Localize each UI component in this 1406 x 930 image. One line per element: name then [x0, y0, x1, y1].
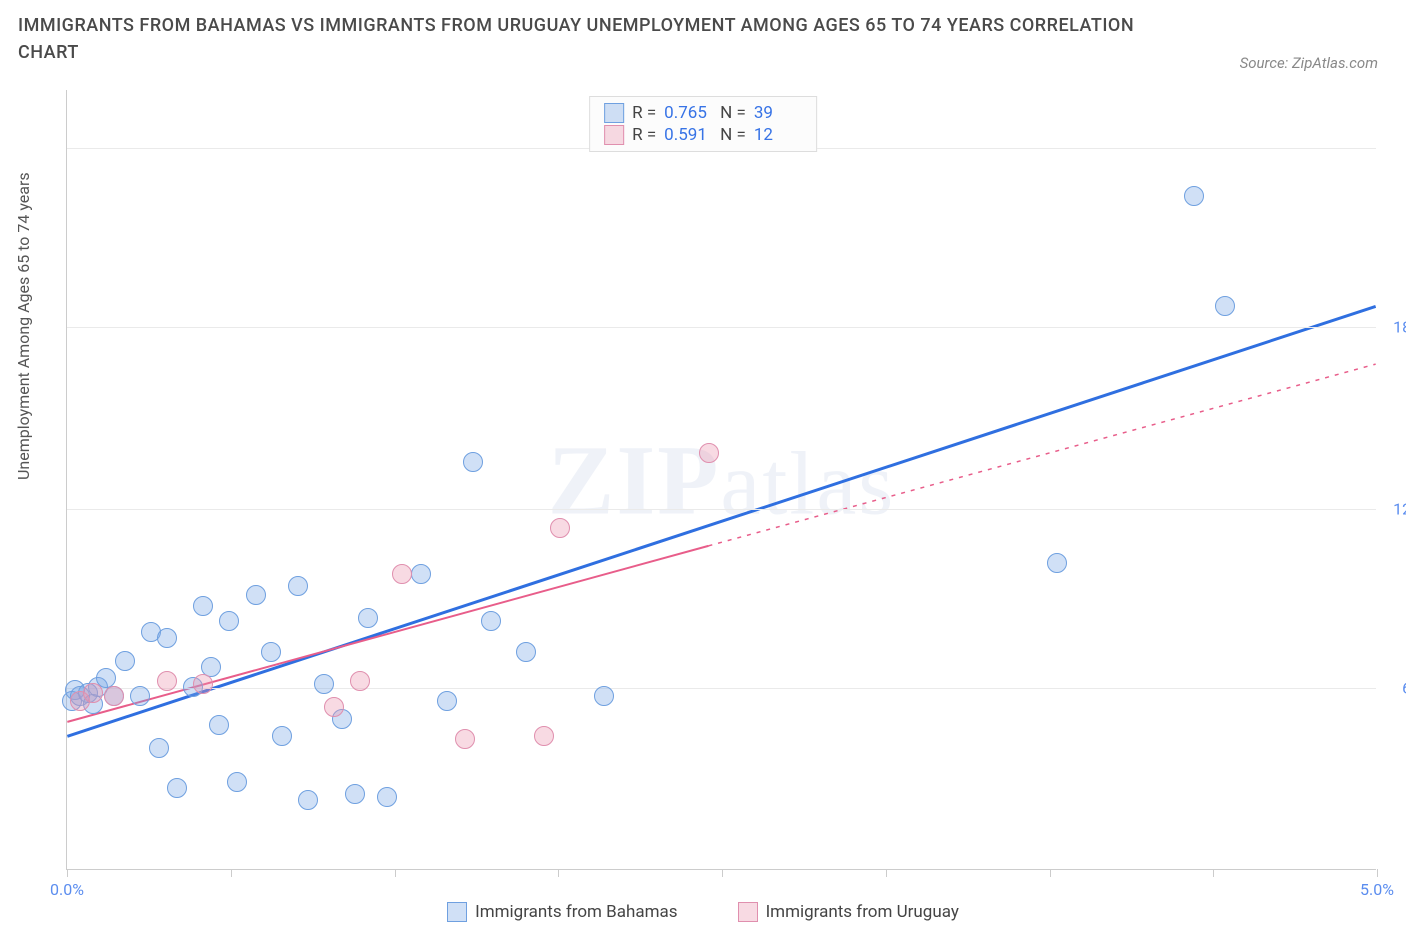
data-point-bahamas [345, 784, 365, 804]
data-point-uruguay [392, 564, 412, 584]
legend-label: Immigrants from Uruguay [766, 902, 959, 922]
data-point-bahamas [1215, 296, 1235, 316]
data-point-bahamas [594, 686, 614, 706]
data-point-bahamas [115, 651, 135, 671]
n-value: 12 [754, 125, 802, 145]
x-tick [395, 869, 396, 877]
y-tick-label: 18.8% [1393, 317, 1406, 336]
chart-title: IMMIGRANTS FROM BAHAMAS VS IMMIGRANTS FR… [18, 12, 1138, 66]
data-point-bahamas [288, 576, 308, 596]
regression-line [67, 306, 1375, 736]
legend-swatch [604, 125, 624, 145]
data-point-bahamas [377, 787, 397, 807]
y-tick-label: 12.5% [1393, 499, 1406, 518]
data-point-bahamas [209, 715, 229, 735]
data-point-uruguay [157, 671, 177, 691]
data-point-bahamas [298, 790, 318, 810]
watermark-atlas: atlas [720, 434, 895, 533]
r-value: 0.765 [664, 103, 712, 123]
data-point-bahamas [246, 585, 266, 605]
watermark-zip: ZIP [548, 424, 721, 535]
data-point-bahamas [437, 691, 457, 711]
gridline-h [67, 688, 1376, 689]
data-point-bahamas [149, 738, 169, 758]
data-point-uruguay [83, 683, 103, 703]
x-tick [67, 869, 68, 877]
legend-item: Immigrants from Bahamas [447, 902, 677, 922]
x-tick [886, 869, 887, 877]
legend-item: Immigrants from Uruguay [738, 902, 959, 922]
source-attribution: Source: ZipAtlas.com [1240, 54, 1378, 72]
r-label: R = [632, 103, 656, 123]
data-point-bahamas [411, 564, 431, 584]
legend-row: R = 0.591 N = 12 [604, 125, 802, 145]
legend-label: Immigrants from Bahamas [475, 902, 677, 922]
data-point-uruguay [324, 697, 344, 717]
data-point-bahamas [130, 686, 150, 706]
data-point-uruguay [534, 726, 554, 746]
data-point-uruguay [104, 686, 124, 706]
regression-line [708, 364, 1375, 546]
data-point-uruguay [699, 443, 719, 463]
correlation-legend: R = 0.765 N = 39 R = 0.591 N = 12 [589, 96, 817, 152]
y-tick-label: 6.3% [1402, 679, 1406, 698]
data-point-bahamas [167, 778, 187, 798]
watermark: ZIPatlas [548, 422, 896, 537]
data-point-bahamas [1047, 553, 1067, 573]
x-tick [1377, 869, 1378, 877]
data-point-bahamas [272, 726, 292, 746]
data-point-bahamas [227, 772, 247, 792]
data-point-bahamas [358, 608, 378, 628]
data-point-uruguay [350, 671, 370, 691]
x-tick-label: 0.0% [50, 880, 84, 899]
n-label: N = [720, 125, 746, 145]
x-tick [558, 869, 559, 877]
legend-row: R = 0.765 N = 39 [604, 103, 802, 123]
n-value: 39 [754, 103, 802, 123]
data-point-bahamas [1184, 186, 1204, 206]
scatter-plot-area: ZIPatlas 6.3%12.5%18.8%0.0%5.0% [66, 90, 1376, 870]
legend-swatch [738, 902, 758, 922]
data-point-bahamas [219, 611, 239, 631]
gridline-h [67, 327, 1376, 328]
x-tick [1050, 869, 1051, 877]
x-tick-label: 5.0% [1360, 880, 1394, 899]
r-label: R = [632, 125, 656, 145]
data-point-uruguay [455, 729, 475, 749]
gridline-h [67, 509, 1376, 510]
data-point-bahamas [481, 611, 501, 631]
data-point-bahamas [314, 674, 334, 694]
data-point-uruguay [193, 674, 213, 694]
data-point-bahamas [193, 596, 213, 616]
n-label: N = [720, 103, 746, 123]
r-value: 0.591 [664, 125, 712, 145]
data-point-bahamas [157, 628, 177, 648]
x-tick [231, 869, 232, 877]
x-tick [1213, 869, 1214, 877]
legend-swatch [447, 902, 467, 922]
x-tick [722, 869, 723, 877]
data-point-uruguay [550, 518, 570, 538]
data-point-bahamas [463, 452, 483, 472]
series-legend: Immigrants from Bahamas Immigrants from U… [0, 902, 1406, 922]
legend-swatch [604, 103, 624, 123]
data-point-bahamas [261, 642, 281, 662]
data-point-bahamas [516, 642, 536, 662]
trend-lines-svg [67, 90, 1376, 869]
y-axis-label: Unemployment Among Ages 65 to 74 years [14, 172, 33, 480]
